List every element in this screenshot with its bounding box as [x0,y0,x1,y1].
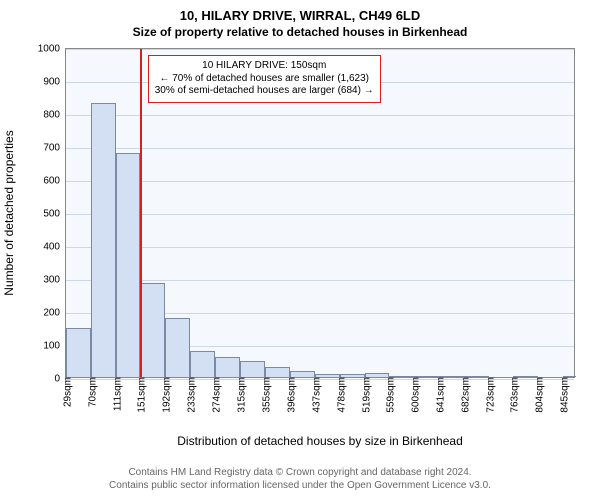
x-tick-label: 437sqm [307,377,322,413]
footer-line-1: Contains HM Land Registry data © Crown c… [0,466,600,479]
x-tick-label: 315sqm [233,377,248,413]
x-tick-label: 192sqm [158,377,173,413]
annotation-line: ← 70% of detached houses are smaller (1,… [155,73,374,86]
gridline [66,49,574,50]
gridline [66,148,574,149]
x-tick-label: 600sqm [406,377,421,413]
chart-container: 10, HILARY DRIVE, WIRRAL, CH49 6LD Size … [0,0,600,500]
chart-title: 10, HILARY DRIVE, WIRRAL, CH49 6LD [0,0,600,23]
x-tick-label: 355sqm [257,377,272,413]
footer-attribution: Contains HM Land Registry data © Crown c… [0,466,600,492]
x-tick-label: 274sqm [208,377,223,413]
x-axis-label: Distribution of detached houses by size … [177,434,463,448]
y-tick-label: 800 [43,110,66,121]
histogram-bar [265,367,290,377]
histogram-bar [240,361,264,377]
gridline [66,181,574,182]
y-tick-label: 400 [43,242,66,253]
chart-subtitle: Size of property relative to detached ho… [0,23,600,39]
y-tick-label: 1000 [38,44,66,55]
x-tick-label: 233sqm [183,377,198,413]
x-tick-label: 151sqm [133,377,148,413]
x-tick-label: 519sqm [357,377,372,413]
annotation-line: 10 HILARY DRIVE: 150sqm [155,60,374,73]
plot-area: 0100200300400500600700800900100029sqm70s… [65,48,575,378]
x-tick-label: 723sqm [481,377,496,413]
x-tick-label: 70sqm [83,377,98,407]
x-tick-label: 111sqm [108,377,123,411]
x-tick-label: 804sqm [531,377,546,413]
histogram-bar [190,351,215,377]
annotation-line: 30% of semi-detached houses are larger (… [155,85,374,98]
y-tick-label: 300 [43,275,66,286]
x-tick-label: 396sqm [282,377,297,413]
gridline [66,214,574,215]
x-tick-label: 763sqm [506,377,521,413]
y-tick-label: 900 [43,77,66,88]
x-tick-label: 29sqm [59,377,74,407]
y-tick-label: 200 [43,308,66,319]
gridline [66,280,574,281]
x-tick-label: 559sqm [381,377,396,413]
x-tick-label: 682sqm [456,377,471,413]
gridline [66,247,574,248]
reference-line [140,49,142,377]
histogram-bar [140,283,165,377]
annotation-box: 10 HILARY DRIVE: 150sqm← 70% of detached… [148,55,381,103]
histogram-bar [66,328,91,378]
x-tick-label: 641sqm [431,377,446,413]
histogram-bar [91,103,116,377]
y-tick-label: 600 [43,176,66,187]
y-tick-label: 700 [43,143,66,154]
y-tick-label: 100 [43,341,66,352]
y-axis-label: Number of detached properties [2,130,16,295]
footer-line-2: Contains public sector information licen… [0,479,600,492]
x-tick-label: 845sqm [556,377,571,413]
histogram-bar [116,153,140,377]
histogram-bar [165,318,190,377]
x-tick-label: 478sqm [332,377,347,413]
histogram-bar [215,357,240,377]
gridline [66,115,574,116]
y-tick-label: 500 [43,209,66,220]
